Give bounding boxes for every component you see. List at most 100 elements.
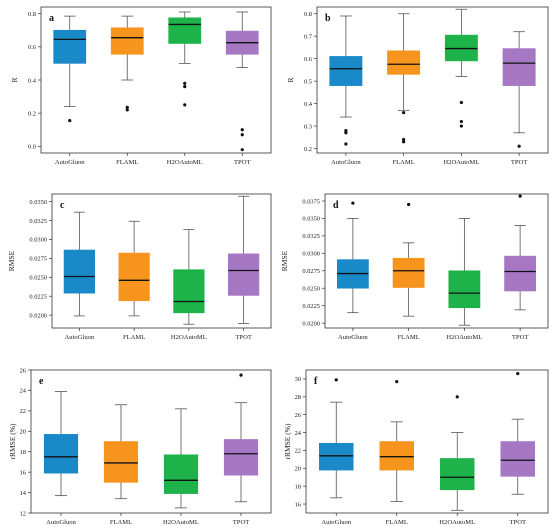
- y-tick-label: 26: [295, 412, 301, 419]
- y-tick-label: 0.6: [28, 44, 36, 51]
- box-tpot: [223, 439, 259, 476]
- outlier-point: [351, 201, 355, 205]
- x-tick-label: AutoGluon: [55, 159, 85, 166]
- outlier-point: [183, 103, 187, 107]
- outlier-point: [402, 137, 406, 142]
- x-tick-label: H2OAutoML: [443, 159, 479, 166]
- x-tick-label: TPOT: [510, 519, 526, 526]
- x-tick-label: FLAML: [123, 334, 145, 341]
- y-tick-label: 0.0300: [302, 251, 320, 258]
- x-tick-label: FLAML: [386, 519, 408, 526]
- y-tick-label: 26: [20, 367, 26, 374]
- x-tick-label: TPOT: [235, 334, 251, 341]
- y-axis-label: R: [10, 77, 19, 82]
- y-tick-label: 0.6: [304, 56, 312, 63]
- boxplot-panel-c: 0.0200 0.0225 0.0250 0.0275 0.0300 0.0325 0.03…: [7, 193, 272, 341]
- y-tick-label: 0.0200: [29, 312, 47, 319]
- outlier-point: [459, 100, 463, 105]
- y-axis-label: R: [286, 77, 295, 82]
- y-tick-label: 24: [20, 388, 27, 395]
- outlier-point: [518, 194, 522, 198]
- y-tick-label: 22: [295, 448, 301, 455]
- y-tick-label: 0.0375: [302, 198, 320, 205]
- box-autogluon: [329, 56, 363, 86]
- y-tick-label: 0.0225: [29, 294, 47, 301]
- y-tick-label: 16: [20, 469, 26, 476]
- y-tick-label: 0.0225: [302, 303, 320, 310]
- x-tick-label: FLAML: [392, 159, 414, 166]
- x-tick-label: H2OAutoML: [439, 519, 475, 526]
- y-tick-label: 0.0325: [302, 233, 320, 240]
- y-axis-label: RMSE: [7, 250, 16, 271]
- outlier-point: [125, 105, 129, 109]
- y-tick-label: 0.4: [304, 101, 313, 108]
- y-tick-label: 0.0250: [302, 286, 320, 293]
- y-tick-label: 24: [295, 430, 302, 437]
- panel-letter: b: [325, 13, 331, 24]
- y-tick-label: 0.0275: [29, 256, 47, 263]
- outlier-point: [240, 148, 244, 152]
- outlier-point: [183, 85, 187, 89]
- x-tick-label: AutoGluon: [46, 519, 76, 526]
- y-tick-label: 0.0350: [29, 199, 47, 206]
- y-tick-label: 0.0200: [302, 320, 320, 327]
- boxplot-panel-b: 0.2 0.3 0.4 0.5 0.6 0.7 0.8 Rb AutoGluon FLAML H2O…: [286, 6, 549, 166]
- box-tpot: [502, 48, 536, 86]
- x-tick-label: H2OAutoML: [163, 519, 199, 526]
- panel-letter: d: [333, 200, 339, 211]
- y-tick-label: 0.2: [28, 110, 36, 117]
- x-tick-label: TPOT: [511, 159, 527, 166]
- box-autogluon: [319, 442, 354, 471]
- outlier-point: [344, 142, 348, 146]
- panel-letter: f: [314, 376, 318, 387]
- box-flaml: [379, 441, 414, 471]
- x-tick-label: AutoGluon: [321, 519, 351, 526]
- box-tpot: [227, 253, 260, 296]
- x-tick-label: FLAML: [397, 334, 419, 341]
- x-tick-label: FLAML: [110, 519, 132, 526]
- outlier-point: [183, 81, 187, 85]
- box-flaml: [103, 441, 139, 483]
- outlier-point: [402, 140, 406, 144]
- y-tick-label: 0.4: [28, 77, 37, 84]
- box-tpot: [504, 255, 537, 292]
- y-tick-label: 0.8: [304, 11, 312, 18]
- box-h2oautoml: [168, 17, 202, 44]
- outlier-point: [402, 110, 406, 115]
- panel-letter: a: [49, 13, 54, 24]
- box-h2oautoml: [448, 270, 481, 309]
- outlier-point: [334, 378, 338, 382]
- box-autogluon: [43, 434, 79, 474]
- y-axis-label: rRMSE (%): [283, 423, 292, 460]
- x-tick-label: H2OAutoML: [167, 159, 203, 166]
- outlier-point: [68, 119, 72, 123]
- outlier-point: [239, 373, 243, 377]
- outlier-point: [516, 371, 520, 376]
- box-h2oautoml: [173, 269, 205, 314]
- y-tick-label: 0.7: [304, 34, 313, 41]
- x-tick-label: H2OAutoML: [171, 334, 207, 341]
- y-tick-label: 0.0325: [29, 218, 47, 225]
- outlier-point: [240, 133, 244, 137]
- y-tick-label: 0.0350: [302, 216, 320, 223]
- y-tick-label: 0.2: [304, 146, 312, 153]
- y-tick-label: 18: [20, 449, 26, 456]
- y-tick-label: 20: [20, 429, 26, 436]
- y-tick-label: 14: [20, 490, 27, 497]
- y-tick-label: 28: [295, 394, 301, 401]
- y-tick-label: 0.0: [28, 144, 36, 151]
- box-flaml: [387, 50, 421, 75]
- y-tick-label: 0.3: [304, 123, 312, 130]
- x-tick-label: AutoGluon: [331, 159, 361, 166]
- box-flaml: [392, 257, 425, 288]
- boxplot-panel-f: 16 18 20 22 24 26 28 30 rRMSE (%) f AutoGluon FLAML…: [283, 369, 549, 526]
- x-tick-label: TPOT: [233, 519, 249, 526]
- y-tick-label: 0.0275: [302, 268, 320, 275]
- x-tick-label: AutoGluon: [65, 334, 95, 341]
- outlier-point: [459, 124, 463, 128]
- y-tick-label: 0.0300: [29, 237, 47, 244]
- outlier-point: [517, 144, 521, 148]
- y-tick-label: 20: [295, 466, 301, 473]
- box-tpot: [500, 441, 535, 477]
